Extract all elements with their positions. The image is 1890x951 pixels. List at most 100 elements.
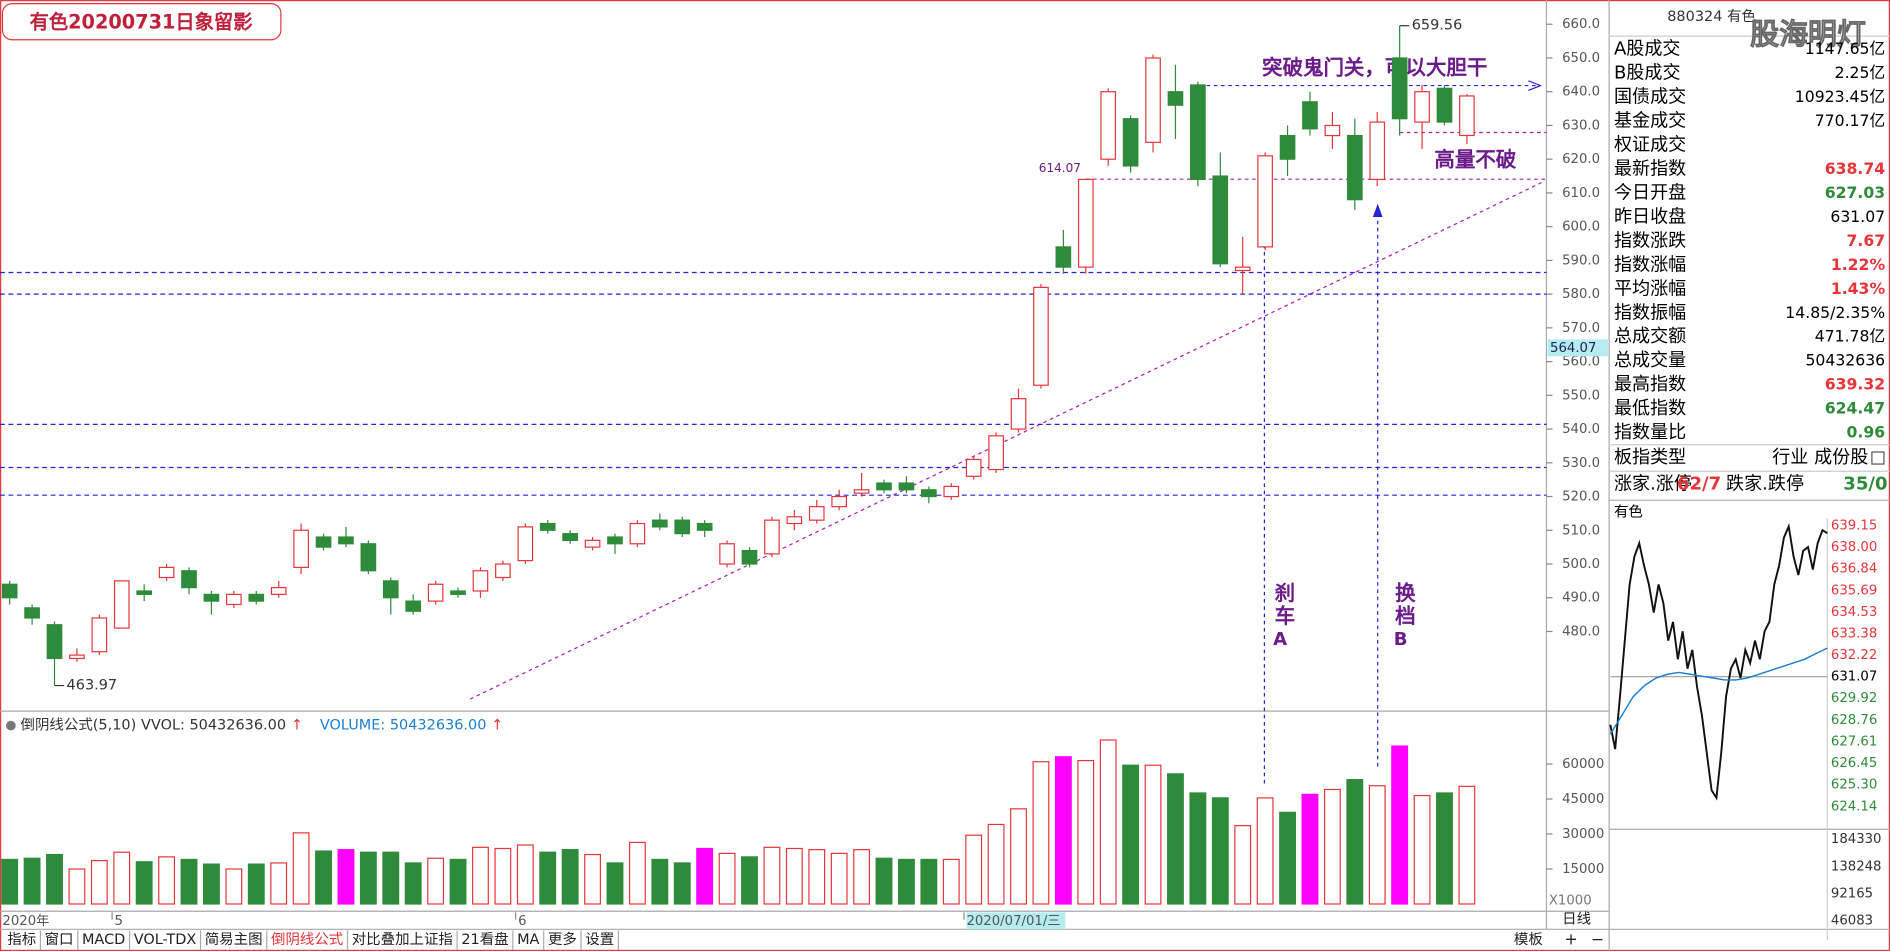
intraday-tick-label: 628.76 bbox=[1831, 713, 1877, 728]
y-tick-label: 560.0 bbox=[1562, 355, 1600, 370]
chart-title: 有色20200731日象留影 bbox=[30, 10, 254, 33]
y-tick-label: 640.0 bbox=[1562, 85, 1600, 100]
volume-bar bbox=[1211, 797, 1229, 905]
volume-bar bbox=[1256, 797, 1274, 905]
volume-bar bbox=[584, 853, 602, 905]
volume-bar bbox=[606, 862, 624, 905]
candle-body bbox=[1346, 134, 1363, 201]
volume-bar bbox=[1301, 793, 1319, 905]
info-value: 1.43% bbox=[1831, 279, 1886, 298]
volume-bar bbox=[965, 834, 983, 905]
toolbar-tab[interactable]: 对比叠加上证指 bbox=[352, 931, 453, 948]
volume-bar bbox=[1323, 788, 1341, 905]
toolbar-tab[interactable]: 指标 bbox=[7, 931, 36, 948]
intraday-tick-label: 634.53 bbox=[1831, 605, 1877, 620]
candle-body bbox=[921, 489, 937, 498]
volume-bar bbox=[1054, 756, 1072, 905]
volume-bar bbox=[449, 858, 467, 905]
candle-body bbox=[539, 522, 556, 531]
x-tick-label: 2020/07/01/三 bbox=[966, 914, 1060, 929]
y-tick-label: 660.0 bbox=[1562, 17, 1600, 32]
annotation: 刹 bbox=[1275, 581, 1296, 605]
intraday-tick-label: 625.30 bbox=[1831, 778, 1877, 793]
candle-body bbox=[607, 536, 623, 545]
candle-body bbox=[1167, 91, 1184, 106]
zoom-button[interactable]: − bbox=[1591, 930, 1604, 949]
toolbar-tab[interactable]: MA bbox=[517, 932, 539, 948]
zoom-button[interactable]: + bbox=[1565, 930, 1578, 949]
info-value: 639.32 bbox=[1825, 375, 1885, 394]
toolbar-tab[interactable]: 倒阴线公式 bbox=[271, 931, 343, 948]
volume-bar bbox=[763, 846, 781, 905]
candle-body bbox=[113, 580, 130, 629]
period-label[interactable]: 日线 bbox=[1562, 911, 1591, 928]
volume-bar bbox=[853, 849, 871, 905]
toolbar-tab[interactable]: 设置 bbox=[585, 931, 614, 948]
info-value: 行业 成份股 bbox=[1772, 447, 1868, 468]
breadth: 62/7 bbox=[1677, 474, 1721, 495]
volume-bar bbox=[1436, 792, 1453, 905]
info-label: 最高指数 bbox=[1614, 374, 1686, 395]
intraday-tick-label: 635.69 bbox=[1831, 583, 1877, 598]
volume-bar bbox=[1346, 779, 1364, 905]
candle-body bbox=[495, 563, 511, 579]
y-tick-label: 650.0 bbox=[1562, 51, 1600, 66]
candle-body bbox=[1100, 91, 1117, 160]
annotation: 车 bbox=[1275, 604, 1296, 628]
candle-body bbox=[1033, 286, 1049, 386]
intraday-avg-line bbox=[1609, 647, 1828, 735]
toolbar-tab[interactable]: VOL-TDX bbox=[134, 932, 197, 948]
candle-body bbox=[338, 536, 354, 545]
info-label: 板指类型 bbox=[1614, 447, 1686, 468]
arrow-head bbox=[1528, 80, 1543, 91]
toolbar-tab[interactable]: 21看盘 bbox=[461, 930, 508, 948]
candle-body bbox=[719, 543, 735, 565]
toolbar-tab[interactable]: 模板 bbox=[1514, 930, 1543, 948]
volume-bar bbox=[225, 868, 243, 905]
candle-body bbox=[158, 566, 175, 579]
y-tick-label: 45000 bbox=[1562, 792, 1604, 807]
volume-bar bbox=[337, 849, 355, 905]
volume-bar bbox=[1458, 785, 1476, 905]
toolbar-tab[interactable]: MACD bbox=[82, 932, 125, 948]
info-value: 770.17亿 bbox=[1815, 111, 1885, 130]
volume-bar bbox=[1144, 764, 1162, 905]
toolbar-tab[interactable]: 简易主图 bbox=[205, 931, 263, 948]
annotation: 档 bbox=[1395, 604, 1416, 628]
candle-body bbox=[382, 580, 399, 599]
volume-bar bbox=[1077, 759, 1095, 905]
candle-body bbox=[1010, 398, 1027, 430]
intraday-tick-label: 626.45 bbox=[1831, 756, 1877, 771]
candle-body bbox=[696, 522, 713, 531]
volume-bar bbox=[561, 849, 579, 905]
candle-body bbox=[293, 529, 309, 568]
volume-bar bbox=[1279, 811, 1296, 905]
candle-body bbox=[853, 489, 870, 494]
toolbar-tab[interactable]: 更多 bbox=[548, 931, 577, 948]
info-label: 最新指数 bbox=[1614, 158, 1686, 179]
candle-body bbox=[24, 607, 40, 619]
volume-bar bbox=[808, 849, 826, 905]
candle-body bbox=[1459, 95, 1475, 137]
info-label: 昨日收盘 bbox=[1614, 206, 1686, 227]
intraday-tick-label: 638.00 bbox=[1831, 540, 1877, 555]
volume-bar bbox=[1099, 739, 1117, 905]
candle-body bbox=[988, 435, 1004, 471]
intraday-tick-label: 624.14 bbox=[1831, 799, 1877, 814]
candle-body bbox=[427, 583, 444, 602]
volume-bar bbox=[203, 863, 220, 905]
intraday-tick-label: 632.22 bbox=[1831, 648, 1877, 663]
volume-bar bbox=[1413, 794, 1431, 905]
arrow-head bbox=[1372, 203, 1383, 217]
candle-body bbox=[181, 570, 197, 589]
volume-legend: 倒阴线公式(5,10) bbox=[21, 717, 137, 734]
volume-bar bbox=[158, 856, 176, 905]
intraday-tick-label: 629.92 bbox=[1831, 691, 1877, 706]
candle-body bbox=[674, 519, 691, 535]
x-tick-label: 2020年 bbox=[2, 913, 49, 929]
toolbar-tab[interactable]: 窗口 bbox=[45, 930, 74, 948]
volume-bar bbox=[270, 862, 288, 905]
intraday-vol-tick: 92165 bbox=[1831, 886, 1873, 901]
info-label: 今日开盘 bbox=[1614, 182, 1686, 203]
